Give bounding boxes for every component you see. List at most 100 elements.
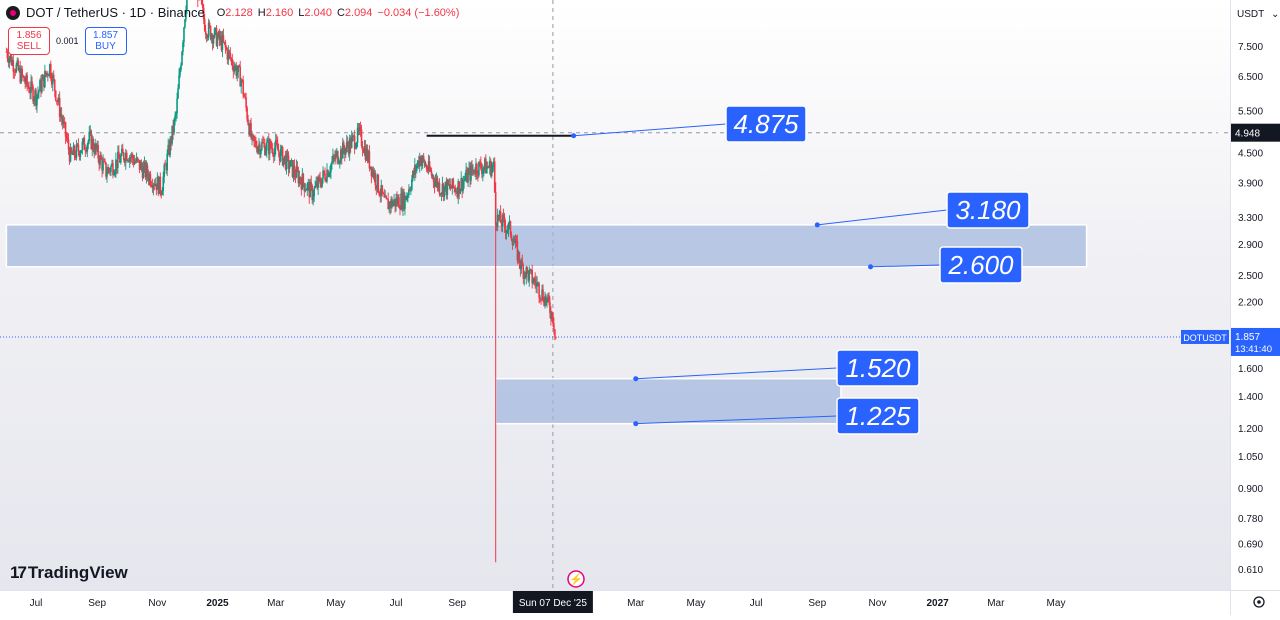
annotation-box-4.875	[725, 105, 807, 143]
candle-body-2025-07-22	[415, 165, 418, 171]
candle-body-2024-08-30	[94, 143, 96, 154]
candle-body-2025-06-18	[382, 193, 385, 194]
candle-body-2025-09-02	[457, 181, 460, 198]
candle-body-2025-11-17	[532, 282, 534, 284]
candle-body-2024-11-16	[171, 125, 173, 144]
price-axis[interactable]: USDT ⌄ 7.500 6.500 5.500 4.500 3.900 3.300 2.900…	[1230, 0, 1280, 590]
candle-body-2024-06-02	[6, 51, 9, 59]
candle-body-2025-06-03	[367, 151, 370, 161]
candle-body-2025-07-06	[400, 193, 402, 210]
candle-body-2025-03-19	[292, 165, 295, 177]
candle-body-2025-10-28	[512, 242, 515, 246]
candle-body-2024-12-27	[211, 34, 214, 44]
candle-body-2024-12-23	[207, 22, 210, 37]
candle-body-2025-07-24	[417, 160, 420, 167]
candle-body-2025-08-20	[444, 181, 447, 187]
candle-body-2024-10-14	[138, 159, 141, 170]
tradingview-logo[interactable]: 17 TradingView	[10, 563, 128, 582]
candle-body-2025-12-01	[546, 298, 548, 303]
candle-body-2024-11-08	[163, 164, 166, 177]
candle-body-2025-05-07	[341, 149, 343, 159]
buy-button[interactable]: 1.857 BUY	[84, 27, 127, 55]
candle-body-2025-08-22	[446, 179, 449, 195]
candle-body-2024-09-22	[117, 151, 119, 169]
candle-body-2025-09-24	[479, 161, 481, 163]
candle-body-2025-09-19	[474, 173, 476, 175]
candle-body-2024-10-11	[135, 157, 138, 162]
candle-body-2024-06-24	[28, 86, 30, 93]
candle-body-2025-07-21	[414, 165, 417, 171]
candle-body-2024-06-26	[30, 81, 32, 93]
symbol-title[interactable]: DOT / TetherUS · 1D · Binance	[26, 5, 205, 20]
candle-body-2024-11-01	[156, 176, 159, 190]
candle-body-2025-10-27	[511, 239, 514, 246]
sell-button[interactable]: 1.856 SELL	[8, 27, 50, 55]
time-tick-label: Jul	[30, 598, 43, 609]
candle-body-2025-05-30	[363, 146, 366, 153]
candle-body-2025-05-14	[347, 146, 350, 155]
candle-body-2025-01-21	[236, 72, 239, 76]
candle-body-2025-01-24	[239, 66, 241, 87]
candle-body-2025-02-22	[268, 139, 270, 155]
candle-body-2024-09-05	[100, 155, 102, 160]
candle-body-2024-06-06	[10, 55, 13, 65]
candle-body-2025-01-30	[245, 97, 247, 108]
candle-body-2024-07-16	[49, 64, 52, 79]
price-chart[interactable]: 4.875 3.180 2.600 1.520 1.225 ⚡ + DOTUSDT	[0, 0, 1230, 590]
annotation-box-1.520	[836, 349, 920, 387]
candle-body-2024-10-16	[140, 162, 143, 168]
candle-body-2025-03-07	[280, 146, 283, 150]
candle-body-2024-10-06	[130, 154, 133, 158]
candle-body-2025-11-26	[541, 289, 543, 299]
candle-body-2024-08-06	[70, 148, 73, 153]
candle-body-2024-09-21	[116, 159, 118, 169]
candle-body-2024-07-11	[45, 70, 47, 75]
candle-body-2025-04-29	[333, 155, 335, 158]
svg-text:⌄: ⌄	[1271, 9, 1279, 20]
candle-body-2024-10-04	[128, 157, 131, 162]
candle-body-2025-09-18	[473, 169, 475, 174]
low-value: 2.040	[304, 6, 332, 19]
candle-body-2024-08-28	[92, 138, 95, 150]
candle-body-2024-09-18	[113, 174, 115, 176]
candle-body-2025-05-27	[360, 129, 363, 147]
candle-body-2025-08-02	[426, 169, 429, 171]
candle-body-2025-03-26	[299, 176, 302, 182]
candle-body-2025-10-07	[491, 165, 494, 168]
candle-body-2025-07-11	[405, 196, 407, 200]
time-tick-label: May	[1047, 598, 1066, 609]
candle-body-2024-09-27	[122, 148, 124, 153]
candle-body-2024-10-18	[142, 166, 145, 179]
candle-body-2025-01-20	[235, 65, 238, 76]
candle-body-2025-07-30	[423, 160, 426, 166]
candle-body-2025-10-11	[495, 224, 498, 228]
chart-area[interactable]: 4.875 3.180 2.600 1.520 1.225 ⚡ + DOTUSDT	[0, 0, 1230, 590]
candle-body-2024-11-14	[169, 138, 171, 155]
candle-body-2025-02-04	[250, 123, 252, 139]
candle-body-2025-06-26	[390, 199, 392, 208]
candle-body-2024-07-21	[54, 90, 57, 101]
candle-body-2024-08-05	[69, 148, 72, 162]
candle-body-2025-06-30	[394, 199, 396, 207]
candle-body-2025-01-13	[228, 50, 231, 53]
candle-body-2024-10-27	[151, 185, 154, 189]
candle-body-2025-10-02	[486, 166, 489, 167]
candle-body-2025-03-06	[279, 149, 282, 162]
candle-body-2025-07-03	[397, 197, 399, 204]
candle-body-2025-01-31	[246, 107, 248, 120]
candle-body-2025-11-13	[528, 270, 531, 281]
time-axis[interactable]: Jul Sep Nov 2025 Mar May Jul Sep Mar May Jul Sep Nov…	[0, 590, 1230, 615]
candle-body-2024-06-10	[14, 71, 17, 73]
axis-settings[interactable]	[1230, 590, 1280, 615]
candle-body-2025-07-01	[395, 198, 397, 207]
candle-body-2025-06-01	[365, 148, 368, 161]
candle-body-2025-11-10	[525, 267, 528, 278]
candle-body-2025-11-25	[540, 298, 542, 300]
candle-body-2025-11-11	[526, 267, 529, 271]
candle-body-2025-04-14	[318, 176, 320, 178]
candle-body-2025-07-15	[409, 189, 411, 191]
time-tick-label: Mar	[627, 598, 645, 609]
candle-body-2024-08-25	[89, 130, 92, 133]
countdown-label: 13:41:40	[1235, 344, 1272, 355]
candle-body-2025-06-20	[384, 196, 387, 198]
